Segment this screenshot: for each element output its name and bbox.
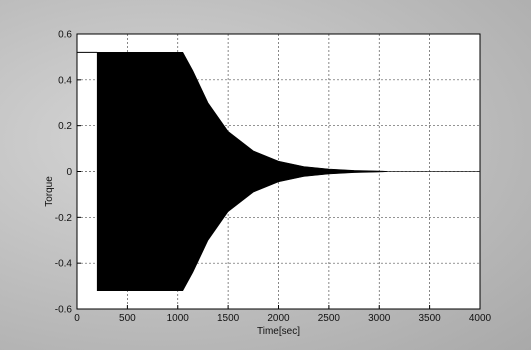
- y-tick-label: -0.6: [55, 305, 73, 316]
- y-tick-label: 0.4: [58, 75, 72, 86]
- x-tick-label: 1500: [217, 313, 240, 324]
- x-tick-label: 0: [74, 313, 80, 324]
- x-tick-label: 4000: [469, 313, 492, 324]
- x-axis-label: Time[sec]: [257, 326, 300, 337]
- x-tick-label: 500: [119, 313, 136, 324]
- x-tick-label: 2500: [318, 313, 341, 324]
- torque-oscillation-envelope: [96, 52, 390, 291]
- y-tick-label: 0: [66, 167, 72, 178]
- x-tick-label: 2000: [267, 313, 290, 324]
- y-axis-ticks: 0.6 0.4 0.2 0 -0.2 -0.4 -0.6: [55, 30, 81, 316]
- y-tick-label: 0.6: [58, 30, 72, 41]
- x-tick-label: 3000: [368, 313, 391, 324]
- y-tick-label: -0.4: [55, 259, 73, 270]
- x-tick-label: 3500: [419, 313, 442, 324]
- y-tick-label: 0.2: [58, 121, 72, 132]
- x-tick-label: 1000: [167, 313, 190, 324]
- y-tick-label: -0.2: [55, 213, 73, 224]
- y-axis-label: Torque: [44, 176, 55, 207]
- x-axis-ticks: 0 500 1000 1500 2000 2500 3000 3500 4000: [74, 305, 492, 324]
